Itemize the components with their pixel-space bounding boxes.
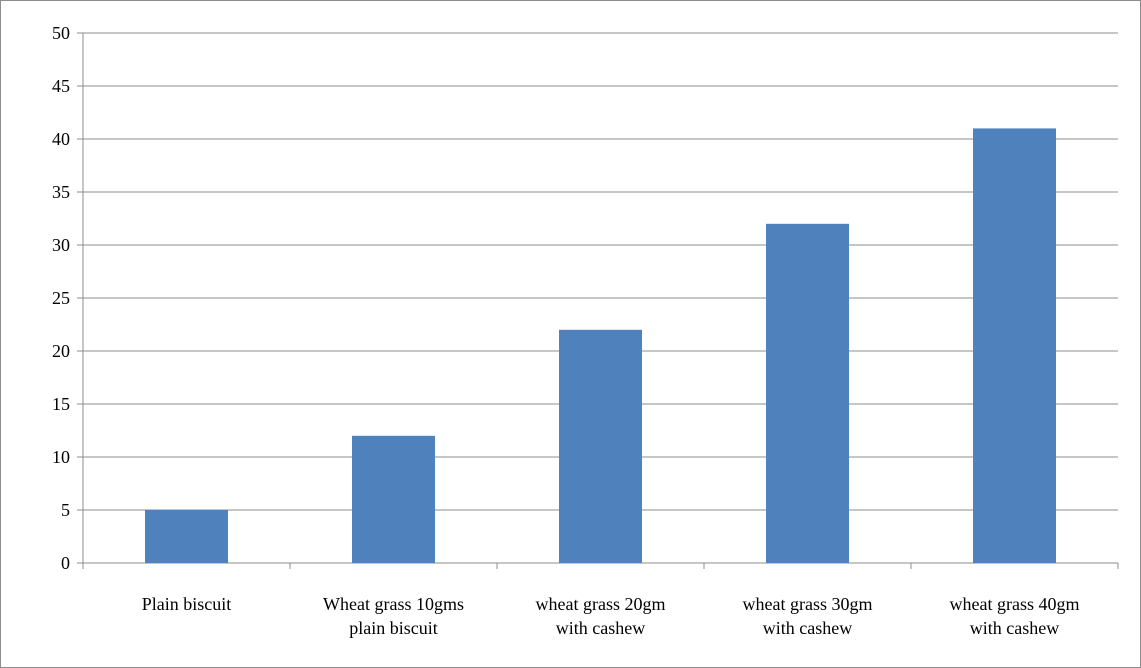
x-category-label-line: wheat grass 40gm	[950, 594, 1080, 614]
y-tick-label: 35	[52, 182, 70, 202]
x-category-label: wheat grass 40gm with cashew	[950, 594, 1080, 638]
bar	[559, 329, 642, 563]
x-category-label: Wheat grass 10gms plain biscuit	[323, 594, 464, 638]
y-tick-label: 50	[52, 23, 70, 43]
y-tick-label: 0	[61, 553, 70, 573]
x-category-label-line: with cashew	[763, 618, 852, 638]
y-tick-label: 25	[52, 288, 70, 308]
y-tick-label: 40	[52, 129, 70, 149]
x-category-label-line: wheat grass 30gm	[743, 594, 873, 614]
bar	[352, 435, 435, 563]
bar	[766, 223, 849, 564]
y-tick-label: 10	[52, 447, 70, 467]
x-category-label-line: plain biscuit	[349, 618, 438, 638]
x-category-label-line: wheat grass 20gm	[536, 594, 666, 614]
x-category-label: wheat grass 30gm with cashew	[743, 594, 873, 638]
bar	[973, 128, 1056, 563]
y-tick-label: 15	[52, 394, 70, 414]
y-tick-label: 30	[52, 235, 70, 255]
x-category-label: Plain biscuit	[142, 594, 232, 614]
x-category-label-line: Plain biscuit	[142, 594, 232, 614]
bar	[145, 510, 228, 563]
x-category-label-line: Wheat grass 10gms	[323, 594, 464, 614]
y-tick-label: 45	[52, 76, 70, 96]
y-tick-label: 20	[52, 341, 70, 361]
y-tick-label: 5	[61, 500, 70, 520]
x-category-label-line: with cashew	[970, 618, 1059, 638]
x-category-label: wheat grass 20gm with cashew	[536, 594, 666, 638]
x-category-label-line: with cashew	[556, 618, 645, 638]
